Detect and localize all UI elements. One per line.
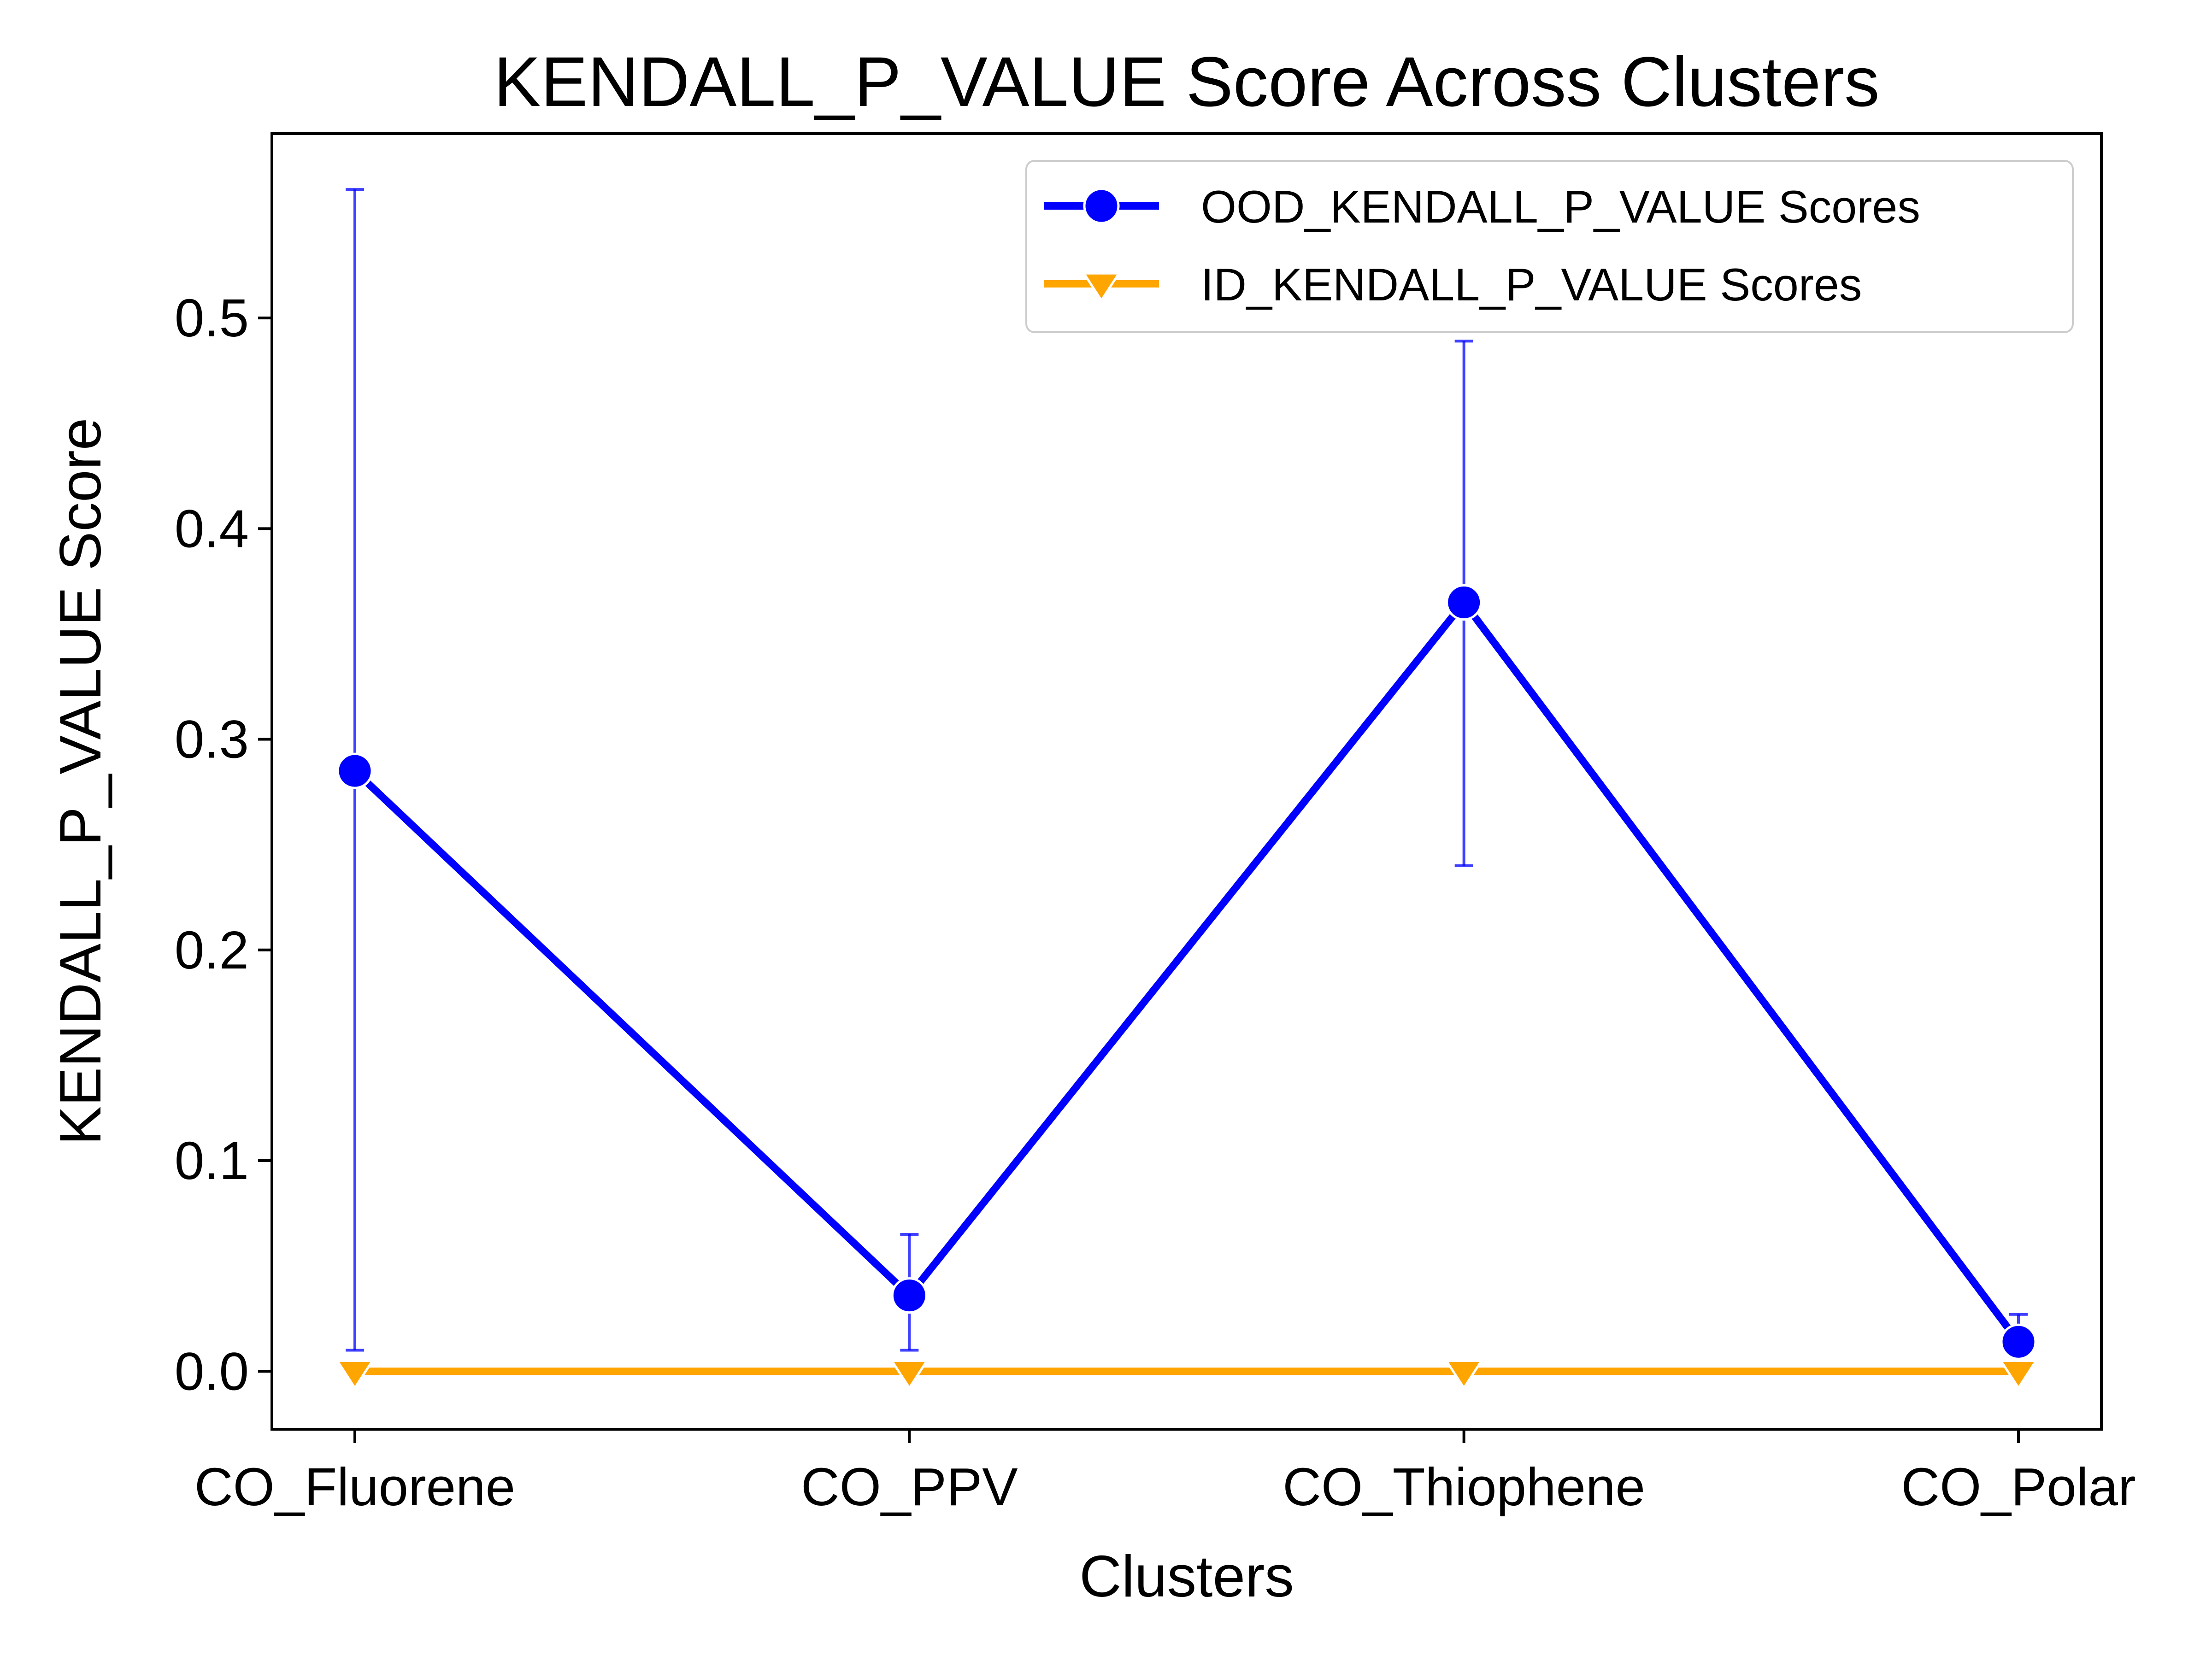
legend-box <box>1025 160 2074 333</box>
legend-marker <box>1082 272 1121 303</box>
data-point <box>335 1359 375 1390</box>
x-tick-label: CO_Fluorene <box>194 1457 515 1517</box>
lines-layer <box>352 599 2022 1375</box>
y-tick-label: 0.0 <box>175 1341 249 1401</box>
y-tick-label: 0.1 <box>175 1131 249 1191</box>
legend-marker <box>1083 188 1120 224</box>
markers-layer <box>335 584 2038 1390</box>
y-tick-label: 0.5 <box>175 288 249 348</box>
data-point <box>2000 1323 2037 1360</box>
x-axis-label: Clusters <box>1079 1544 1294 1609</box>
legend-items: OOD_KENDALL_P_VALUE Scores ID_KENDALL_P_V… <box>1044 181 1920 310</box>
x-tick-label: CO_PPV <box>801 1457 1018 1517</box>
legend-label: OOD_KENDALL_P_VALUE Scores <box>1201 181 1920 232</box>
legend: OOD_KENDALL_P_VALUE Scores ID_KENDALL_P_V… <box>1025 160 2074 333</box>
x-tick-label: CO_Polar <box>1901 1457 2136 1517</box>
y-axis-label: KENDALL_P_VALUE Score <box>47 418 113 1145</box>
y-tick-label: 0.3 <box>175 710 249 769</box>
data-point <box>336 752 373 789</box>
plot-area <box>271 132 2103 1431</box>
legend-label: ID_KENDALL_P_VALUE Scores <box>1201 259 1862 310</box>
chart-title: KENDALL_P_VALUE Score Across Clusters <box>494 42 1879 121</box>
ticks-layer: 0.0 0.1 0.2 0.3 0.4 0.5 CO_Fluorene CO_PPV CO_Th… <box>175 288 2136 1517</box>
data-point <box>891 1277 928 1314</box>
data-point <box>1444 1359 1484 1390</box>
data-point <box>1446 584 1483 621</box>
series-line-1 <box>352 599 2022 1344</box>
data-point <box>1999 1359 2038 1390</box>
x-tick-label: CO_Thiophene <box>1282 1457 1645 1517</box>
y-tick-label: 0.4 <box>175 499 249 558</box>
data-point <box>889 1359 929 1390</box>
y-tick-label: 0.2 <box>175 920 249 980</box>
errorbar-layer <box>346 188 2028 1364</box>
